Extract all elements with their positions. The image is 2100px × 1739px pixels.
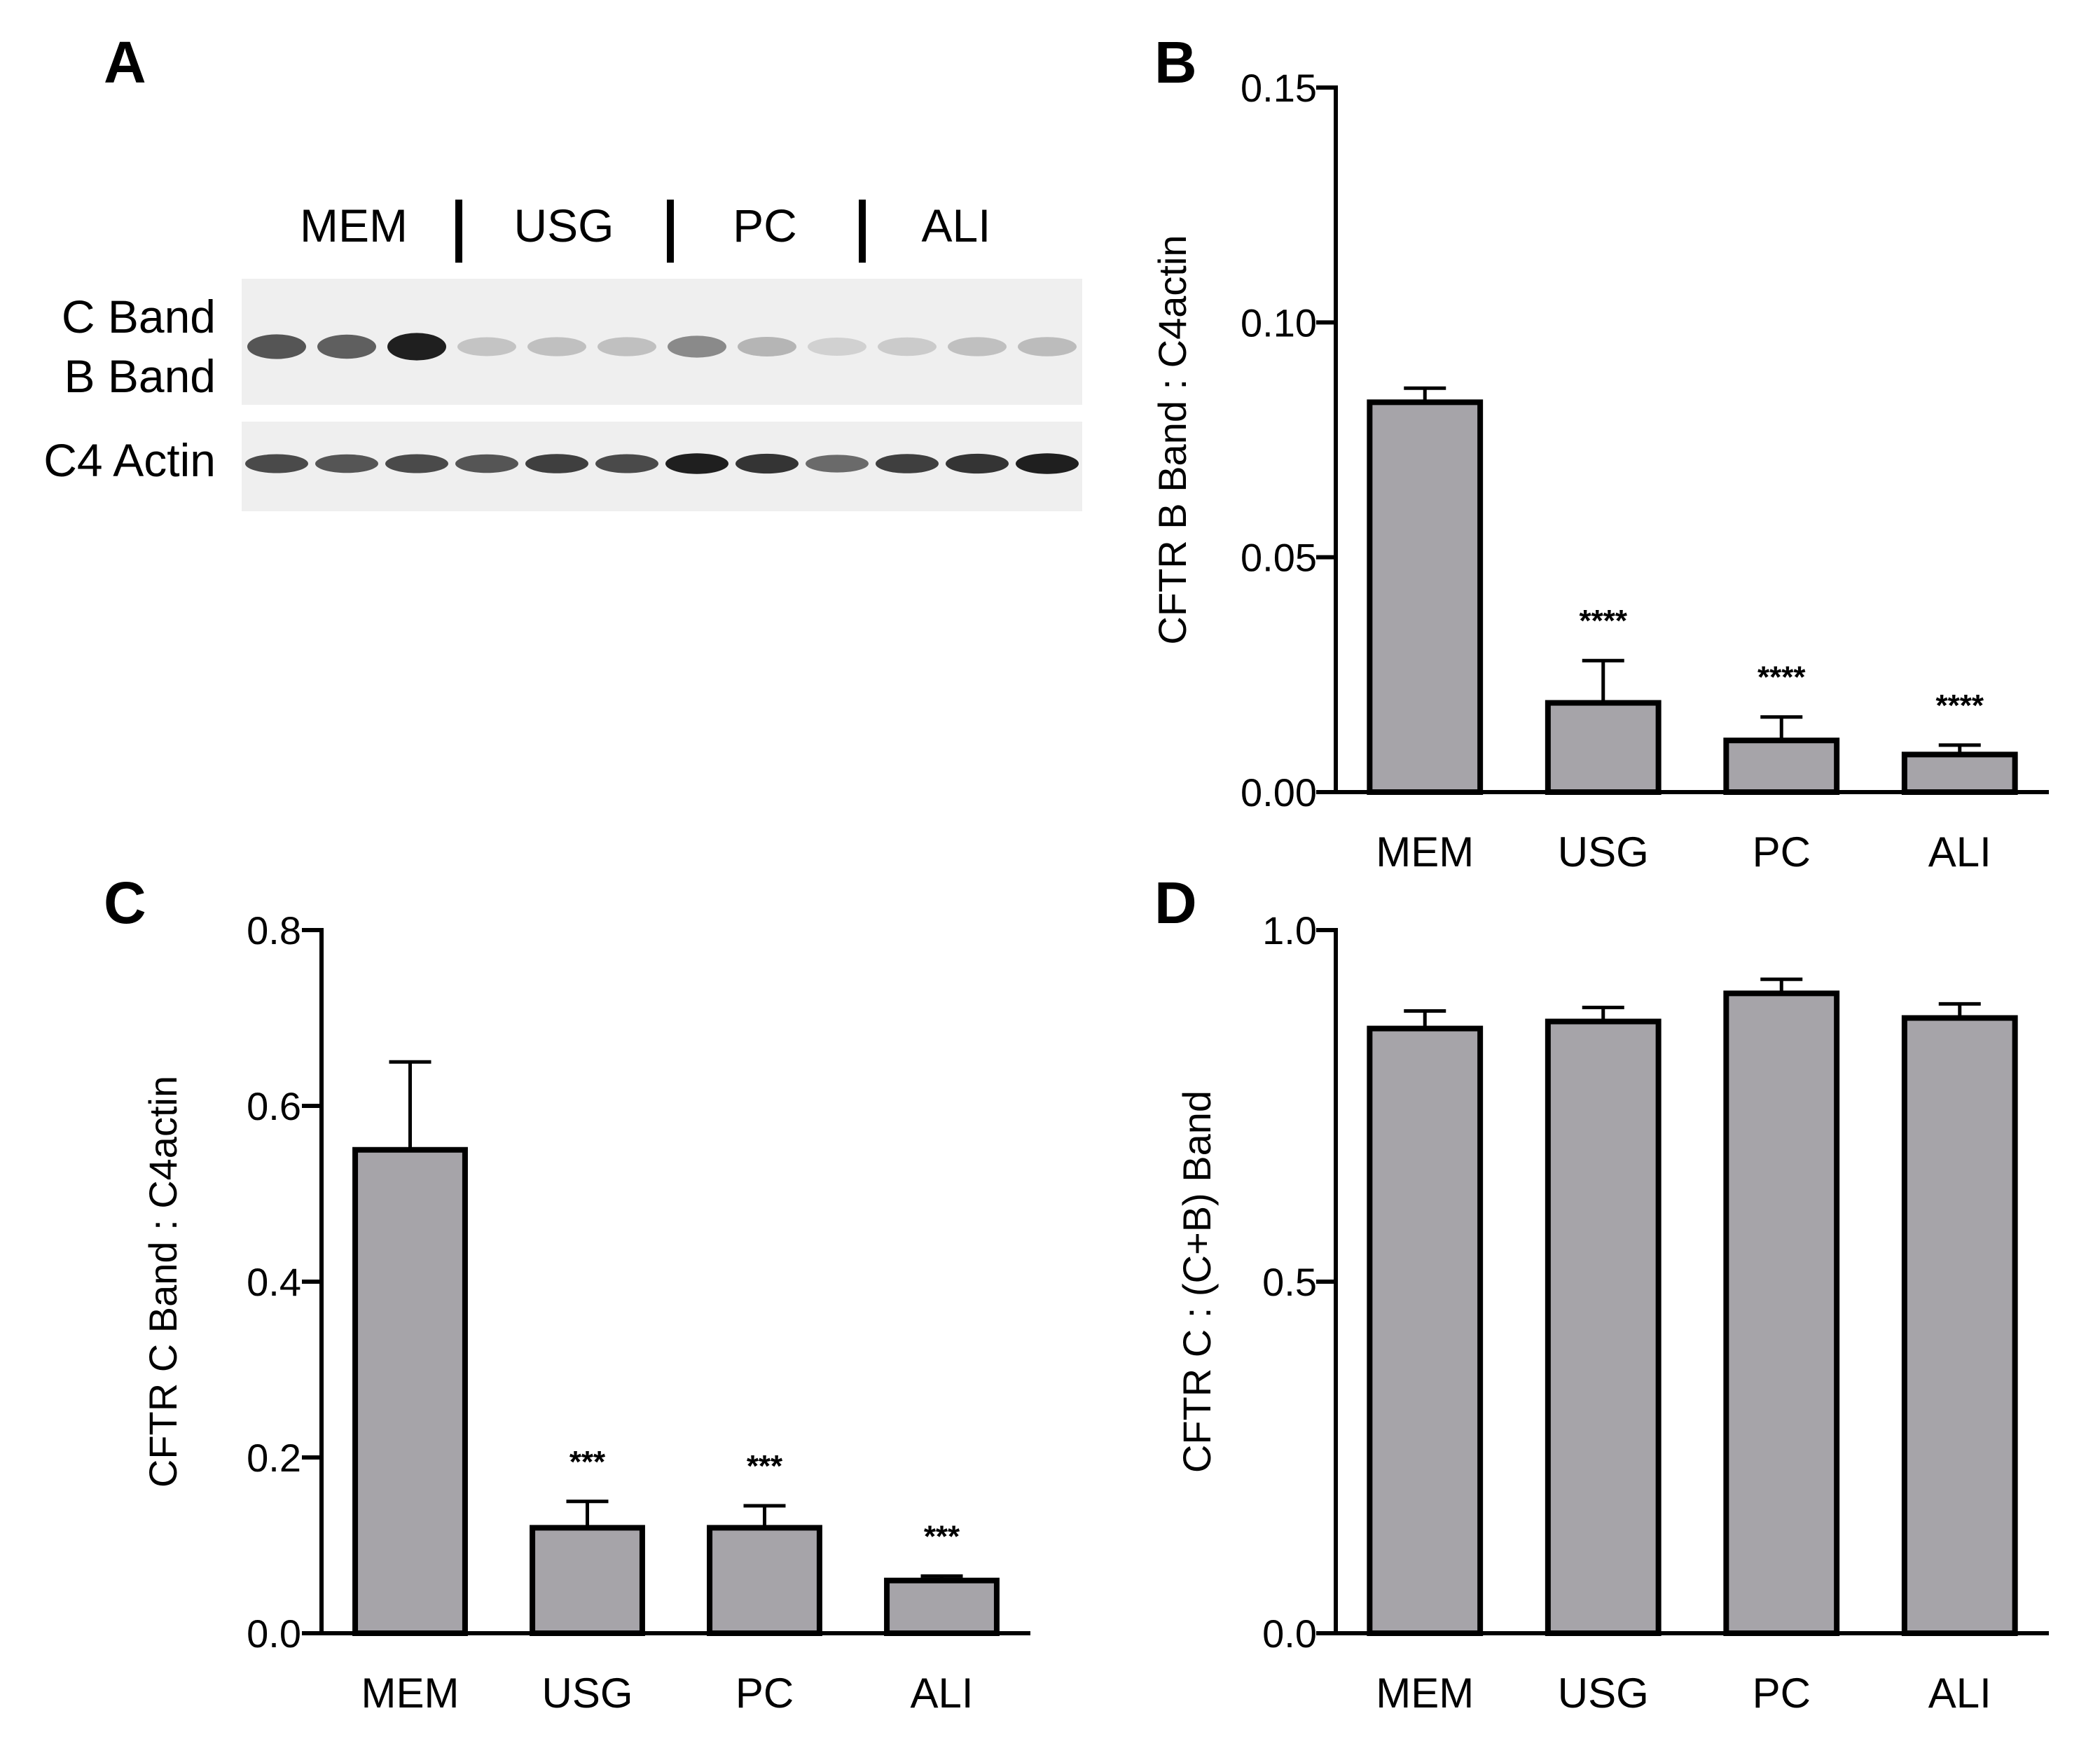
actin-band	[455, 454, 518, 473]
actin-band	[946, 453, 1009, 474]
x-category-label: MEM	[1376, 1670, 1474, 1717]
y-tick-label: 0.5	[1262, 1260, 1317, 1304]
cftr-band	[457, 337, 516, 356]
significance-label: ****	[1757, 660, 1806, 695]
y-tick-label: 0.0	[247, 1612, 301, 1656]
chart-panel-b: CFTR B Band : C4actin 0.00 0.05 0.10 0.15 MEM…	[1150, 66, 2049, 875]
y-axis-title: CFTR C Band : C4actin	[141, 1076, 185, 1488]
blot-bands	[245, 333, 1079, 474]
y-tick-label: 0.10	[1241, 300, 1317, 345]
x-category-label: USG	[1558, 829, 1649, 875]
bar	[707, 1525, 822, 1636]
actin-band	[735, 453, 799, 474]
x-category-label: USG	[541, 1670, 633, 1717]
lane-label-pc: PC	[733, 200, 797, 251]
row-label-c-band: C Band	[62, 291, 216, 342]
significance-label: ***	[747, 1449, 783, 1483]
row-label-c4-actin: C4 Actin	[43, 434, 216, 486]
actin-band	[385, 454, 448, 473]
x-category-label: USG	[1558, 1670, 1649, 1717]
chart-panel-d: CFTR C : (C+B) Band 0.0 0.5 1.0 MEM USG PC ALI	[1175, 908, 2049, 1717]
y-tick-label: 0.15	[1241, 66, 1317, 110]
blot-actin-strip	[242, 422, 1082, 511]
y-tick-label: 0.0	[1262, 1612, 1317, 1656]
cftr-band	[878, 337, 937, 356]
bar	[1367, 399, 1484, 795]
cftr-band	[247, 334, 306, 359]
cftr-band	[948, 337, 1007, 356]
actin-band	[1016, 453, 1079, 474]
x-category-label: MEM	[361, 1670, 460, 1717]
significance-label: ***	[924, 1519, 960, 1553]
y-tick-label: 0.00	[1241, 770, 1317, 815]
lane-divider	[859, 200, 866, 263]
y-tick-label: 1.0	[1262, 908, 1317, 952]
panel-a-western-blot: A MEM USG PC ALI C Band B Band C4 Actin	[43, 29, 1082, 511]
actin-band	[876, 454, 939, 473]
significance-label: ****	[1580, 604, 1628, 638]
x-category-label: MEM	[1376, 829, 1474, 875]
y-tick-label: 0.05	[1241, 536, 1317, 580]
lane-divider	[455, 200, 462, 263]
y-tick-label: 0.4	[247, 1260, 301, 1304]
actin-band	[665, 453, 728, 474]
panel-letter-b: B	[1154, 29, 1197, 95]
chart-panel-c: CFTR C Band : C4actin 0.0 0.2 0.4 0.6 0.8 MEM U…	[141, 908, 1030, 1717]
y-axis-title: CFTR B Band : C4actin	[1150, 235, 1194, 644]
significance-label: ****	[1936, 688, 1984, 723]
bar	[1723, 737, 1840, 796]
row-label-b-band: B Band	[64, 350, 216, 402]
x-category-label: PC	[1753, 1670, 1811, 1717]
cftr-band	[387, 333, 446, 361]
x-category-label: PC	[1753, 829, 1811, 875]
bar	[1367, 1025, 1484, 1637]
y-axis-title: CFTR C : (C+B) Band	[1175, 1090, 1219, 1473]
panel-letter-a: A	[104, 29, 146, 95]
bar	[1901, 1015, 2018, 1636]
cftr-band	[808, 338, 866, 356]
cftr-band	[1018, 337, 1077, 356]
cftr-band	[738, 337, 796, 356]
lane-label-usg: USG	[513, 200, 614, 251]
x-category-label: PC	[735, 1670, 794, 1717]
lane-label-mem: MEM	[300, 200, 408, 251]
cftr-band	[527, 337, 586, 356]
bar	[884, 1577, 1000, 1636]
actin-band	[806, 455, 869, 473]
bar	[1901, 751, 2018, 796]
panel-letter-d: D	[1154, 870, 1197, 936]
lane-divider	[667, 200, 674, 263]
y-tick-label: 0.6	[247, 1084, 301, 1128]
bar	[1723, 990, 1840, 1636]
y-tick-label: 0.8	[247, 908, 301, 952]
y-tick-label: 0.2	[247, 1436, 301, 1480]
significance-label: ***	[569, 1445, 606, 1479]
bar	[530, 1525, 645, 1636]
cftr-band	[317, 334, 376, 359]
cftr-band	[668, 335, 726, 358]
actin-band	[595, 454, 658, 473]
panel-letter-c: C	[104, 870, 146, 936]
blot-cftr-strip	[242, 279, 1082, 405]
x-category-label: ALI	[1928, 829, 1991, 875]
actin-band	[525, 454, 588, 473]
bar	[352, 1146, 468, 1636]
bar	[1545, 700, 1662, 795]
x-category-label: ALI	[910, 1670, 973, 1717]
bar	[1545, 1018, 1662, 1636]
lane-label-ali: ALI	[921, 200, 990, 251]
cftr-band	[597, 337, 656, 356]
actin-band	[245, 454, 308, 473]
x-category-label: ALI	[1928, 1670, 1991, 1717]
actin-band	[315, 454, 378, 473]
